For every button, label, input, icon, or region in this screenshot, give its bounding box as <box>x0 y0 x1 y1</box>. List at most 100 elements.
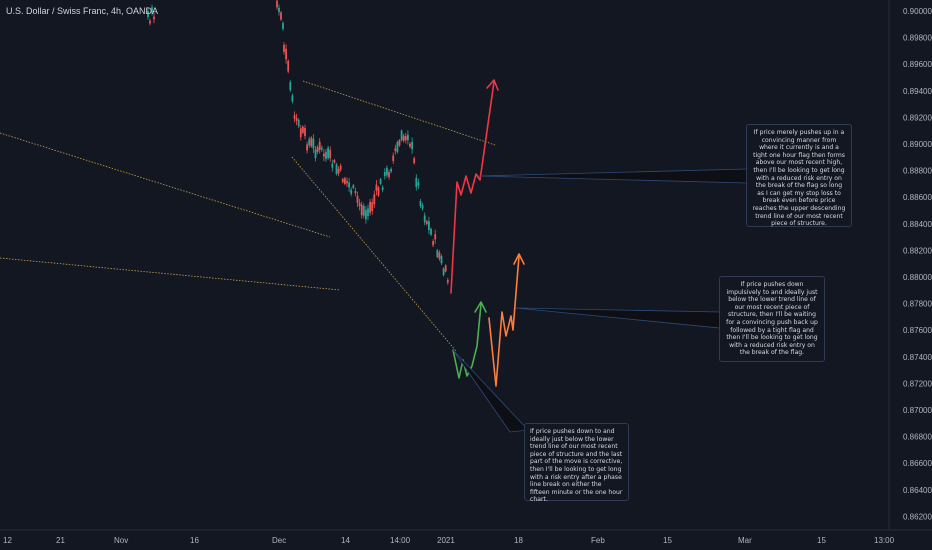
candle-body <box>396 142 399 153</box>
candle-body <box>352 185 355 188</box>
callout-note-impulsive-push[interactable]: If price pushes down impulsively to and … <box>719 276 825 362</box>
price-axis-label: 0.87000 <box>903 406 932 415</box>
price-axis-label: 0.88400 <box>903 220 932 229</box>
candle-body <box>297 119 300 127</box>
price-axis-label: 0.86600 <box>903 459 932 468</box>
candle-body <box>365 210 367 220</box>
candle-body <box>335 164 338 174</box>
candle-body <box>400 130 403 141</box>
candle-body <box>390 168 392 172</box>
candle-body <box>392 155 395 161</box>
candle-body <box>377 187 380 196</box>
candle-body <box>314 149 317 159</box>
candle-body <box>432 241 434 246</box>
candle-body <box>283 44 285 52</box>
candle-body <box>282 23 284 29</box>
time-axis-label: 16 <box>190 536 199 545</box>
time-axis-label: Dec <box>272 536 286 545</box>
candle-body <box>331 163 334 168</box>
candle-body <box>316 147 319 153</box>
price-axis-label: 0.88800 <box>903 167 932 176</box>
time-axis-label: 14 <box>341 536 350 545</box>
price-axis-labels: 0.90000 0.89800 0.89600 0.89400 0.89200 0.890… <box>903 7 932 521</box>
candle-body <box>350 189 353 195</box>
lower-trend-line <box>291 156 457 352</box>
candle-body <box>320 147 323 150</box>
upper-trend-line <box>302 80 496 146</box>
callout-note-text: If price pushes down impulsively to and … <box>726 281 818 357</box>
candle-body <box>346 181 348 184</box>
price-axis-label: 0.89200 <box>903 113 932 122</box>
price-axis-label: 0.88600 <box>903 193 932 202</box>
candle-body <box>310 137 313 147</box>
candle-body <box>440 256 443 264</box>
candle-body <box>280 12 282 20</box>
callout-note-text: If price pushes down to and ideally just… <box>530 428 623 504</box>
candle-body <box>419 201 422 207</box>
price-axis-label: 0.89000 <box>903 140 932 149</box>
time-axis-label: 12 <box>3 536 12 545</box>
candlesticks <box>147 0 449 285</box>
time-axis-label: 18 <box>514 536 523 545</box>
candle-body <box>375 184 378 191</box>
candle-body <box>306 144 308 151</box>
price-axis-label: 0.89400 <box>903 87 932 96</box>
candle-body <box>398 140 401 146</box>
red-projection-path <box>450 81 495 294</box>
candle-body <box>383 171 386 177</box>
candle-body <box>289 82 292 91</box>
price-axis-label: 0.86800 <box>903 433 932 442</box>
candle-body <box>367 208 369 217</box>
candle-body <box>444 265 447 272</box>
price-axis-label: 0.90000 <box>903 7 932 16</box>
candle-body <box>394 148 397 152</box>
candle-body <box>402 135 405 141</box>
candle-body <box>325 151 327 160</box>
candle-body <box>323 153 325 157</box>
candle-body <box>430 228 432 235</box>
candle-body <box>285 48 287 60</box>
candle-body <box>149 20 151 24</box>
candle-body <box>369 201 371 213</box>
candle-body <box>358 203 361 207</box>
candle-body <box>356 196 359 203</box>
candle-body <box>421 205 424 209</box>
green-projection-path <box>452 303 482 379</box>
candle-body <box>295 118 298 121</box>
candle-body <box>318 141 321 150</box>
candle-body <box>415 177 418 187</box>
candle-body <box>379 179 382 184</box>
candle-body <box>287 60 290 72</box>
candle-body <box>329 149 332 159</box>
candle-body <box>278 7 280 13</box>
time-axis-label: Nov <box>114 536 128 545</box>
candle-body <box>344 178 346 184</box>
candle-body <box>299 128 302 138</box>
candle-body <box>293 115 296 119</box>
candle-body <box>411 141 413 150</box>
candle-body <box>312 138 315 149</box>
candle-body <box>409 143 411 147</box>
price-axis-label: 0.88200 <box>903 246 932 255</box>
candle-body <box>362 205 365 216</box>
orange-projection-arrowhead <box>513 253 525 265</box>
time-axis-label: 14:00 <box>390 536 411 545</box>
price-axis-label: 0.87200 <box>903 379 932 388</box>
candle-body <box>434 234 437 240</box>
callout-note-corrective-move[interactable]: If price pushes down to and ideally just… <box>524 423 629 504</box>
candle-body <box>436 250 439 258</box>
candle-body <box>327 147 329 158</box>
candle-body <box>428 221 430 230</box>
candle-body <box>417 182 420 186</box>
callout-note-flag-breakout[interactable]: If price merely pushes up in a convincin… <box>746 124 852 227</box>
time-axis-label: 15 <box>663 536 672 545</box>
candle-body <box>425 221 428 225</box>
trend-lines[interactable] <box>0 80 496 352</box>
callout-connectors <box>452 168 748 433</box>
candle-body <box>339 165 342 170</box>
candle-body <box>442 268 445 276</box>
projection-paths[interactable] <box>450 79 525 387</box>
candle-body <box>147 11 149 17</box>
time-axis-label: Mar <box>738 536 752 545</box>
